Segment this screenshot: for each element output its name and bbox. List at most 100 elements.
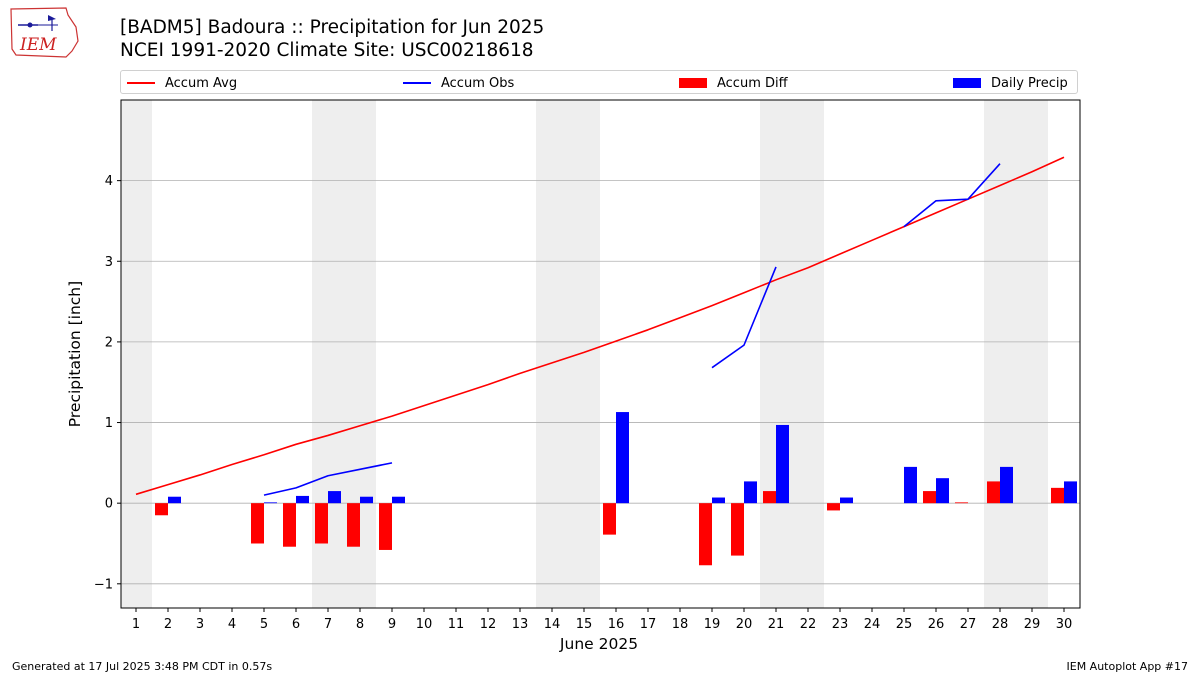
y-tick-label: 2 xyxy=(105,335,113,350)
gridlines xyxy=(121,180,1080,585)
daily-precip-bar-day-7 xyxy=(328,491,341,504)
x-tick-label: 5 xyxy=(260,617,268,632)
accum-diff-bar-day-7 xyxy=(315,503,328,544)
y-tick-label: −1 xyxy=(94,577,113,592)
x-tick-label: 4 xyxy=(228,617,236,632)
weekend-band-day-22 xyxy=(792,100,824,608)
accum-diff-bar-day-28 xyxy=(987,481,1000,504)
accum-avg-line-segment-0 xyxy=(135,156,1065,496)
legend: Accum Avg Accum Obs Accum Diff Daily Precip xyxy=(120,70,1078,94)
legend-swatch xyxy=(953,78,981,88)
x-ticks: 1 2 3 4 5 6 7 8 9 10 11 12 13 14 15 16 17 18 19 20 21 22 23 24 2… xyxy=(132,608,1072,632)
app-credit: IEM Autoplot App #17 xyxy=(1066,660,1189,673)
x-tick-label: 29 xyxy=(1024,617,1041,632)
legend-label: Accum Diff xyxy=(717,75,788,91)
plot-frame xyxy=(120,99,1081,609)
daily-precip-bar-day-8 xyxy=(360,496,373,504)
x-tick-label: 19 xyxy=(704,617,721,632)
x-tick-label: 14 xyxy=(544,617,561,632)
daily-precip-bar-day-23 xyxy=(840,497,853,504)
daily-precip-bar-day-20 xyxy=(744,481,757,504)
x-tick-label: 15 xyxy=(576,617,593,632)
x-tick-label: 11 xyxy=(448,617,465,632)
legend-label: Accum Obs xyxy=(441,75,515,91)
x-tick-label: 18 xyxy=(672,617,689,632)
accum-diff-bar-day-20 xyxy=(731,503,744,556)
legend-label: Accum Avg xyxy=(165,75,238,91)
chart-title: [BADM5] Badoura :: Precipitation for Jun… xyxy=(120,17,545,38)
accum-diff-bar-day-9 xyxy=(379,503,392,550)
x-tick-label: 26 xyxy=(928,617,945,632)
legend-swatch xyxy=(127,82,155,84)
daily-precip-bar-day-16 xyxy=(616,412,629,504)
x-tick-label: 27 xyxy=(960,617,977,632)
accum-diff-bar-day-2 xyxy=(155,503,168,516)
daily-precip-bar-day-25 xyxy=(904,466,917,504)
x-axis-label: June 2025 xyxy=(559,635,638,653)
generated-timestamp: Generated at 17 Jul 2025 3:48 PM CDT in … xyxy=(12,660,273,673)
y-tick-label: 0 xyxy=(105,497,113,512)
accum-diff-bar-day-27 xyxy=(955,502,968,504)
weekend-band-day-1 xyxy=(121,100,152,608)
legend-item-accum-diff: Accum Diff xyxy=(679,74,788,92)
accum-diff-bar-day-5 xyxy=(251,503,264,544)
x-tick-label: 21 xyxy=(768,617,785,632)
x-tick-label: 23 xyxy=(832,617,849,632)
accum-diff-bar-day-16 xyxy=(603,503,616,535)
x-tick-label: 25 xyxy=(896,617,913,632)
x-tick-label: 28 xyxy=(992,617,1009,632)
legend-label: Daily Precip xyxy=(991,75,1068,91)
y-tick-label: 1 xyxy=(105,416,113,431)
legend-swatch xyxy=(679,78,707,88)
x-tick-label: 12 xyxy=(480,617,497,632)
y-tick-label: 3 xyxy=(105,255,113,270)
x-tick-label: 17 xyxy=(640,617,657,632)
x-tick-label: 10 xyxy=(416,617,433,632)
accum-obs-line-segment-2 xyxy=(903,163,1001,228)
y-axis-label: Precipitation [inch] xyxy=(66,281,84,427)
daily-precip-bar-day-28 xyxy=(1000,466,1013,504)
daily-precip-bar-day-9 xyxy=(392,496,405,504)
x-tick-label: 30 xyxy=(1056,617,1073,632)
weekend-band-day-14 xyxy=(536,100,568,608)
x-tick-label: 13 xyxy=(512,617,529,632)
y-ticks: −1 0 1 2 3 4 xyxy=(94,174,121,592)
y-tick-label: 4 xyxy=(105,174,113,189)
accum-diff-bar-day-6 xyxy=(283,503,296,547)
daily-precip-bar-day-21 xyxy=(776,424,789,504)
daily-precip-bar-day-5 xyxy=(264,502,277,504)
accum-diff-bar-day-26 xyxy=(923,491,936,504)
x-tick-label: 22 xyxy=(800,617,817,632)
accum-diff-bar-day-30 xyxy=(1051,487,1064,504)
chart-subtitle: NCEI 1991-2020 Climate Site: USC00218618 xyxy=(120,40,534,61)
x-tick-label: 16 xyxy=(608,617,625,632)
accum-obs-line-segment-0 xyxy=(263,462,393,496)
weekend-band-day-21 xyxy=(760,100,792,608)
accum-diff-bar-day-19 xyxy=(699,503,712,566)
legend-item-accum-avg: Accum Avg xyxy=(127,74,237,92)
accum-diff-bar-day-8 xyxy=(347,503,360,547)
accum-obs-line-segment-1 xyxy=(711,266,777,369)
weekend-band-day-29 xyxy=(1016,100,1048,608)
legend-item-daily-precip: Daily Precip xyxy=(953,74,1068,92)
x-tick-label: 8 xyxy=(356,617,364,632)
daily-precip-bar-day-19 xyxy=(712,497,725,504)
svg-text:IEM: IEM xyxy=(19,35,57,55)
iem-logo: IEM xyxy=(8,5,82,59)
x-tick-label: 1 xyxy=(132,617,140,632)
accum-diff-bar-day-23 xyxy=(827,503,840,511)
accum-diff-bar-day-21 xyxy=(763,491,776,504)
legend-item-accum-obs: Accum Obs xyxy=(403,74,514,92)
x-tick-label: 6 xyxy=(292,617,300,632)
lines xyxy=(135,156,1065,496)
daily-precip-bar-day-26 xyxy=(936,478,949,504)
x-tick-label: 3 xyxy=(196,617,204,632)
x-tick-label: 20 xyxy=(736,617,753,632)
daily-precip-bar-day-2 xyxy=(168,496,181,504)
daily-precip-bar-day-30 xyxy=(1064,481,1077,504)
daily-precip-bar-day-6 xyxy=(296,495,309,504)
weekend-shading xyxy=(121,100,1048,608)
bars xyxy=(155,412,1077,566)
x-tick-label: 2 xyxy=(164,617,172,632)
